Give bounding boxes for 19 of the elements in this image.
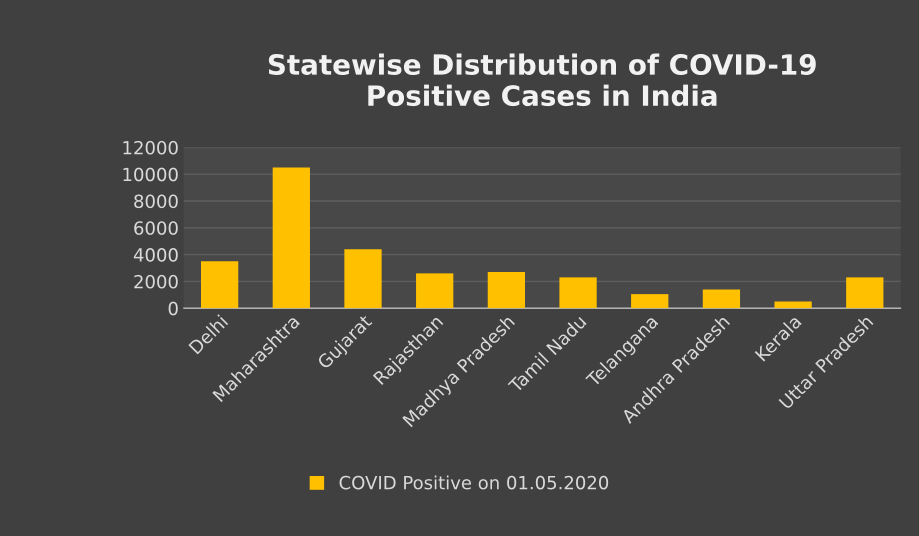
y-tick-label: 2000 [134,274,178,289]
bar [774,302,812,308]
y-tick-label: 8000 [134,194,178,208]
bar [702,289,740,308]
bar [344,249,382,308]
y-tick-label: 6000 [134,221,178,235]
y-tick-label: 4000 [134,248,178,262]
y-tick-label: 10000 [123,168,178,182]
bar [846,277,884,308]
y-tick-label: 0 [168,302,178,316]
bar [559,277,597,308]
bar [488,272,526,308]
bar [631,294,668,308]
bar [416,273,454,308]
bar [201,261,238,308]
y-tick-label: 12000 [123,140,178,155]
chart-title: Statewise Distribution of COVID-19 Positive Cases in India [268,54,816,106]
legend-label: COVID Positive on 01.05.2020 [340,475,608,490]
bar [272,168,310,308]
